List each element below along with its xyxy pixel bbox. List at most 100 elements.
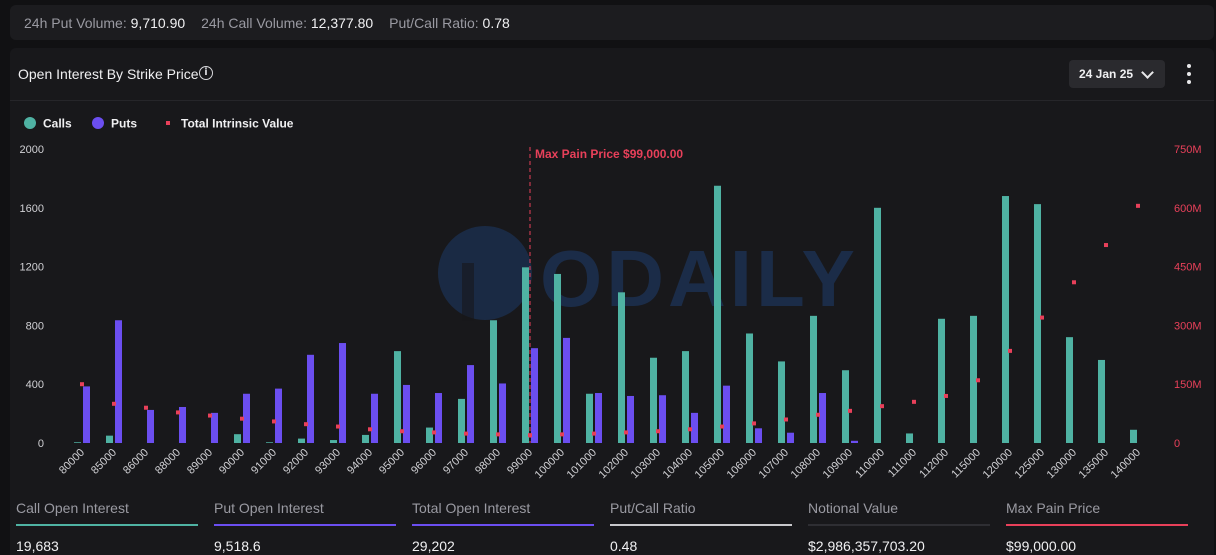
call-bar bbox=[938, 318, 945, 443]
call-bar bbox=[522, 267, 529, 443]
x-tick-label: 102000 bbox=[597, 447, 631, 481]
intrinsic-value-point bbox=[624, 430, 628, 435]
call-bar bbox=[426, 427, 433, 443]
legend-swatch bbox=[24, 117, 36, 129]
intrinsic-value-point bbox=[432, 430, 436, 435]
put-bar bbox=[211, 412, 218, 443]
stat-label: Notional Value bbox=[808, 500, 899, 516]
stat-underline bbox=[16, 524, 198, 526]
stat-card: Total Open Interest 29,202 bbox=[412, 500, 594, 554]
x-tick-label: 135000 bbox=[1077, 447, 1111, 481]
intrinsic-value-point bbox=[144, 405, 148, 410]
intrinsic-value-point bbox=[848, 408, 852, 413]
info-icon[interactable]: i bbox=[199, 66, 213, 80]
stat-value: $2,986,357,703.20 bbox=[808, 538, 925, 554]
expiry-date-value: 24 Jan 25 bbox=[1079, 67, 1134, 81]
put-bar bbox=[755, 428, 762, 443]
x-tick-label: 101000 bbox=[565, 447, 599, 481]
intrinsic-value-point bbox=[272, 419, 276, 424]
put-bar bbox=[179, 406, 186, 443]
put-bar bbox=[595, 393, 602, 443]
x-tick-label: 85000 bbox=[89, 447, 119, 477]
x-tick-label: 110000 bbox=[853, 447, 887, 481]
expiry-date-select[interactable]: 24 Jan 25 bbox=[1069, 60, 1165, 88]
intrinsic-value-point bbox=[1040, 315, 1044, 320]
put-bar bbox=[531, 348, 538, 443]
open-interest-panel: Open Interest By Strike Price i 24 Jan 2… bbox=[10, 48, 1214, 555]
x-tick-label: 91000 bbox=[249, 447, 279, 477]
intrinsic-value-point bbox=[496, 432, 500, 437]
call-bar bbox=[714, 185, 721, 443]
put-volume-value: 9,710.90 bbox=[130, 14, 186, 31]
call-bar bbox=[554, 273, 561, 443]
put-bar bbox=[467, 365, 474, 443]
call-bar bbox=[874, 207, 881, 443]
intrinsic-value-point bbox=[400, 429, 404, 434]
stat-label: Put Open Interest bbox=[214, 500, 324, 516]
intrinsic-value-point bbox=[1008, 348, 1012, 353]
intrinsic-value-point bbox=[304, 422, 308, 427]
open-interest-chart: ODAILY 0 400 800 1200 1600 2000 0 150M 300M 450M 60… bbox=[20, 117, 1202, 482]
call-volume-stat: 24h Call Volume: 12,377.80 bbox=[201, 15, 373, 31]
x-tick-label: 90000 bbox=[217, 447, 247, 477]
y-tick-label: 2000 bbox=[20, 144, 44, 156]
x-tick-label: 111000 bbox=[886, 447, 919, 480]
intrinsic-value-point bbox=[752, 421, 756, 426]
put-bar bbox=[563, 337, 570, 443]
call-bar bbox=[1098, 359, 1105, 443]
put-volume-label: 24h Put Volume: bbox=[24, 14, 127, 31]
stat-label: Total Open Interest bbox=[412, 500, 531, 516]
x-tick-label: 103000 bbox=[629, 447, 663, 481]
stat-value: 9,518.6 bbox=[214, 538, 261, 554]
intrinsic-value-point bbox=[912, 399, 916, 404]
call-bar bbox=[330, 440, 337, 443]
call-bar bbox=[682, 351, 689, 443]
x-tick-label: 92000 bbox=[281, 447, 311, 477]
legend-swatch bbox=[166, 121, 170, 125]
stat-value: 29,202 bbox=[412, 538, 455, 554]
ratio-stat: Put/Call Ratio: 0.78 bbox=[389, 15, 510, 31]
x-tick-label: 95000 bbox=[377, 447, 407, 477]
put-bar bbox=[115, 320, 122, 443]
x-tick-label: 107000 bbox=[757, 447, 791, 481]
intrinsic-value-point bbox=[1104, 243, 1108, 248]
y2-tick-label: 300M bbox=[1174, 320, 1202, 332]
intrinsic-value-point bbox=[208, 413, 212, 418]
y-tick-label: 1200 bbox=[20, 262, 44, 274]
x-tick-label: 96000 bbox=[409, 447, 439, 477]
call-bar bbox=[490, 320, 497, 443]
x-tick-label: 120000 bbox=[981, 447, 1015, 481]
put-bar bbox=[83, 386, 90, 443]
x-tick-label: 100000 bbox=[533, 447, 567, 481]
stat-card: Put/Call Ratio 0.48 bbox=[610, 500, 792, 554]
x-tick-label: 98000 bbox=[473, 447, 503, 477]
put-bar bbox=[659, 395, 666, 443]
call-bar bbox=[1034, 204, 1041, 443]
put-bar bbox=[787, 432, 794, 443]
stat-underline bbox=[412, 524, 594, 526]
stat-underline bbox=[1006, 524, 1188, 526]
call-bar bbox=[906, 433, 913, 443]
stat-card: Call Open Interest 19,683 bbox=[16, 500, 198, 554]
x-tick-label: 89000 bbox=[185, 447, 215, 477]
x-tick-label: 86000 bbox=[121, 447, 151, 477]
intrinsic-value-point bbox=[1072, 280, 1076, 285]
max-pain-label: Max Pain Price $99,000.00 bbox=[535, 147, 683, 161]
x-tick-label: 112000 bbox=[917, 447, 951, 481]
x-tick-label: 105000 bbox=[693, 447, 727, 481]
intrinsic-value-point bbox=[592, 431, 596, 436]
stat-card: Max Pain Price $99,000.00 bbox=[1006, 500, 1188, 554]
y2-tick-label: 600M bbox=[1174, 203, 1202, 215]
put-bar bbox=[723, 385, 730, 443]
stats-row: Call Open Interest 19,683 Put Open Interes… bbox=[16, 500, 1206, 555]
call-bar bbox=[810, 315, 817, 443]
x-tick-label: 106000 bbox=[725, 447, 759, 481]
intrinsic-value-point bbox=[880, 404, 884, 409]
panel-title: Open Interest By Strike Price bbox=[18, 66, 199, 82]
call-bar bbox=[746, 333, 753, 443]
more-vertical-icon[interactable] bbox=[1184, 64, 1194, 84]
intrinsic-value-point bbox=[336, 424, 340, 429]
call-bar bbox=[298, 438, 305, 443]
put-volume-stat: 24h Put Volume: 9,710.90 bbox=[24, 15, 185, 31]
stat-label: Put/Call Ratio bbox=[610, 500, 696, 516]
